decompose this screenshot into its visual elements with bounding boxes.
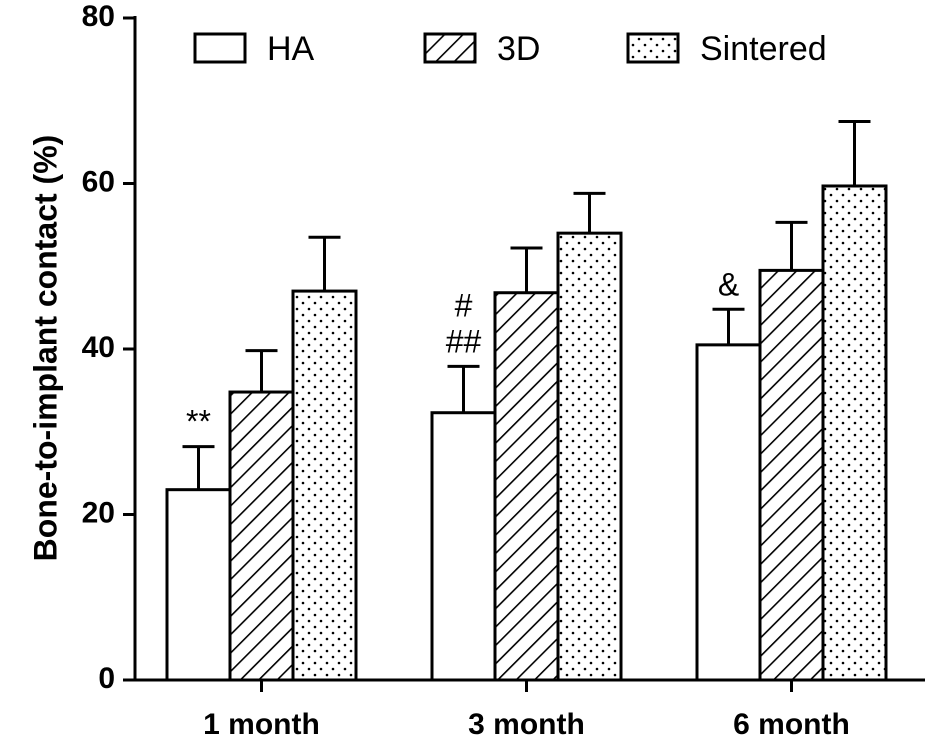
bar-ha-2 [695, 343, 762, 682]
bar-3d-1 [493, 291, 560, 682]
legend-swatch-ha [193, 32, 247, 64]
bar-3d-0 [228, 390, 295, 682]
significance-annotation: # [455, 287, 473, 323]
significance-annotation: ** [186, 404, 211, 440]
bar-ha-0 [165, 488, 232, 682]
y-tick-label: 80 [82, 0, 115, 33]
legend-label-sintered: Sintered [700, 30, 827, 68]
x-tick-label: 6 month [733, 708, 850, 741]
bar-ha-1 [430, 411, 497, 682]
significance-annotation: ## [446, 323, 482, 359]
significance-annotation: & [718, 266, 739, 302]
bar-3d-2 [758, 268, 825, 682]
y-tick-label: 0 [98, 662, 115, 695]
legend-swatch-3d [423, 32, 477, 64]
x-tick-label: 3 month [468, 708, 585, 741]
error-bars-group [182, 119, 871, 490]
y-tick-label: 20 [82, 496, 115, 529]
y-tick-label: 60 [82, 165, 115, 198]
bar-sintered-1 [556, 231, 623, 682]
bar-sintered-0 [291, 289, 358, 682]
y-axis-title: Bone-to-implant contact (%) [27, 135, 63, 562]
legend: HA 3D Sintered [193, 30, 827, 68]
legend-label-3d: 3D [497, 30, 540, 68]
annotations-group: ** ### & [186, 266, 739, 439]
x-tick-label: 1 month [203, 708, 320, 741]
legend-label-ha: HA [267, 30, 315, 68]
y-tick-label: 40 [82, 331, 115, 364]
axes-group: 0 20 40 60 80 1 month 3 month 6 month [82, 0, 925, 741]
bar-sintered-2 [821, 184, 888, 682]
legend-swatch-sintered [626, 32, 680, 64]
